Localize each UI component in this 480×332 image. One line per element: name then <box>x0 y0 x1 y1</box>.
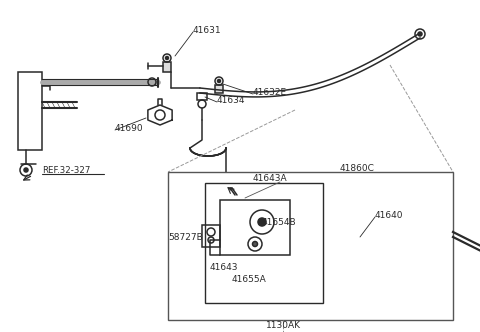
Bar <box>18 72 42 150</box>
Text: 41643A: 41643A <box>252 174 288 183</box>
Bar <box>220 200 290 255</box>
Circle shape <box>418 32 422 36</box>
Text: 41631: 41631 <box>193 26 222 35</box>
Bar <box>202 225 220 247</box>
Circle shape <box>24 168 28 172</box>
Text: 41643: 41643 <box>210 264 239 273</box>
Bar <box>163 62 171 72</box>
Text: 41860C: 41860C <box>340 163 375 173</box>
Circle shape <box>217 79 220 82</box>
Circle shape <box>252 241 257 246</box>
Circle shape <box>166 56 168 59</box>
Text: 41634: 41634 <box>217 96 245 105</box>
Bar <box>197 93 207 100</box>
Text: 41654B: 41654B <box>262 217 297 226</box>
Bar <box>168 172 453 320</box>
Text: 41632E: 41632E <box>253 88 287 97</box>
Text: REF.32-327: REF.32-327 <box>42 165 90 175</box>
Text: 41640: 41640 <box>375 210 404 219</box>
Text: 41690: 41690 <box>115 124 144 132</box>
Circle shape <box>258 218 266 226</box>
Bar <box>215 85 223 93</box>
Bar <box>205 183 323 303</box>
Text: 1130AK: 1130AK <box>265 321 300 330</box>
Text: 41655A: 41655A <box>232 276 267 285</box>
Text: 58727B: 58727B <box>168 232 203 241</box>
